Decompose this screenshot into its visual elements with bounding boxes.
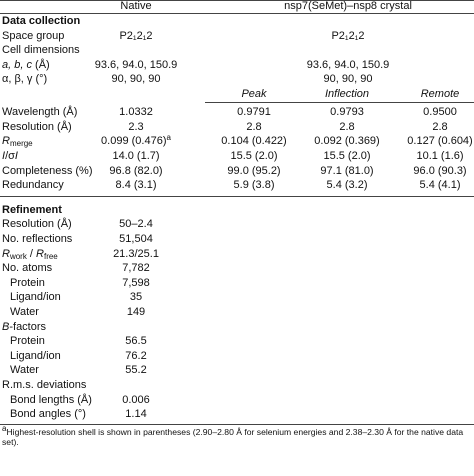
crystal-value: 0.104 (0.422)	[221, 135, 287, 148]
text-segment: (Å)	[31, 58, 50, 71]
row-label: a, b, c (Å)	[2, 58, 50, 72]
crystal-value: 97.1 (81.0)	[320, 164, 374, 177]
row-label: Protein	[10, 276, 45, 289]
crystal-value: 15.5 (2.0)	[230, 150, 278, 162]
row-label: Rwork / Rfree	[2, 247, 58, 261]
row-label: α, β, γ (°)	[2, 73, 48, 86]
native-value: 7,782	[122, 262, 150, 275]
native-value: 96.8 (82.0)	[109, 164, 163, 177]
text-segment: I	[14, 150, 18, 162]
text-segment: merge	[9, 139, 33, 149]
crystal-value: 0.9500	[423, 106, 457, 119]
section-title: Refinement	[2, 203, 62, 216]
row-label: No. reflections	[2, 233, 73, 245]
subheader: Peak	[241, 88, 267, 100]
crystal-value: P2₁2₁2	[331, 29, 365, 42]
crystal-value: 15.5 (2.0)	[323, 150, 371, 162]
crystal-value: 93.6, 94.0, 150.9	[306, 58, 390, 71]
native-value: 50–2.4	[119, 218, 153, 231]
crystal-value: 5.9 (3.8)	[233, 179, 275, 192]
native-value: 51,504	[119, 233, 153, 245]
crystal-value: 90, 90, 90	[323, 73, 373, 86]
text-segment: /σ	[5, 150, 15, 162]
rule	[205, 102, 474, 103]
native-value: 93.6, 94.0, 150.9	[94, 58, 178, 71]
text-segment: R	[2, 135, 10, 148]
crystal-value: 5.4 (4.1)	[419, 179, 461, 192]
text-segment: a, b, c	[2, 58, 32, 71]
text-segment: a	[166, 133, 171, 143]
row-label: Water	[10, 306, 39, 318]
native-value: 56.5	[125, 335, 147, 348]
native-value: 8.4 (3.1)	[115, 179, 157, 192]
subheader: Inflection	[324, 88, 370, 100]
footnote: aHighest-resolution shell is shown in pa…	[2, 423, 470, 447]
rule	[0, 0, 474, 1]
crystal-value: 10.1 (1.6)	[416, 150, 464, 162]
native-value: P2₁2₁2	[119, 29, 153, 42]
crystal-value: 0.9791	[237, 106, 271, 119]
native-value: 14.0 (1.7)	[112, 150, 160, 162]
subheader: Remote	[420, 88, 460, 100]
text-segment: R	[2, 247, 10, 260]
column-header: nsp7(SeMet)–nsp8 crystal	[284, 0, 412, 12]
row-label: Protein	[10, 335, 45, 348]
text-segment: work	[9, 251, 27, 261]
text-segment: -factors	[9, 320, 47, 333]
rule	[0, 13, 474, 14]
column-header: Native	[120, 0, 152, 12]
text-segment: I	[2, 150, 6, 162]
rule	[0, 423, 474, 425]
crystal-value: 5.4 (3.2)	[326, 179, 368, 192]
row-label: Wavelength (Å)	[2, 106, 78, 119]
crystal-value: 2.8	[432, 120, 448, 133]
crystal-value: 2.8	[339, 120, 355, 133]
native-value: 55.2	[125, 364, 147, 377]
native-value: 7,598	[122, 276, 150, 289]
row-label: Bond lengths (Å)	[10, 393, 92, 406]
rule	[0, 195, 474, 197]
row-label: Space group	[2, 29, 65, 42]
row-label: Water	[10, 364, 39, 377]
row-label: Redundancy	[2, 179, 64, 192]
text-segment: a	[2, 423, 7, 433]
text-segment: free	[43, 251, 58, 261]
native-value: 21.3/25.1	[113, 247, 159, 260]
row-label: Rmerge	[2, 134, 33, 148]
section-title: Data collection	[2, 15, 81, 27]
crystal-value: 99.0 (95.2)	[227, 164, 281, 177]
row-label: I/σI	[2, 149, 18, 163]
native-value: 1.14	[125, 408, 147, 421]
row-label: Resolution (Å)	[2, 218, 72, 231]
native-value: 1.0332	[119, 106, 153, 119]
native-value: 90, 90, 90	[111, 73, 161, 86]
row-label: B-factors	[2, 320, 46, 334]
row-label: Cell dimensions	[2, 44, 80, 57]
row-label: Ligand/ion	[10, 349, 61, 362]
native-value: 2.3	[128, 120, 144, 133]
crystal-value: 0.092 (0.369)	[314, 135, 380, 148]
crystal-value: 0.9793	[330, 106, 364, 119]
native-value: 76.2	[125, 349, 147, 362]
text-segment: B	[2, 320, 10, 333]
crystal-value: 0.127 (0.604)	[407, 135, 473, 148]
crystal-value: 96.0 (90.3)	[413, 164, 467, 177]
native-value: 0.006	[122, 393, 150, 406]
row-label: Bond angles (°)	[10, 408, 86, 421]
native-value: 0.099 (0.476)a	[101, 134, 171, 148]
text-segment: Highest-resolution shell is shown in par…	[2, 426, 464, 447]
row-label: Ligand/ion	[10, 291, 61, 304]
native-value: 149	[126, 306, 146, 318]
crystal-value: 2.8	[246, 120, 262, 133]
native-value: 35	[129, 291, 143, 304]
row-label: Resolution (Å)	[2, 120, 72, 133]
row-label: R.m.s. deviations	[2, 379, 87, 391]
text-segment: /	[26, 247, 37, 260]
text-segment: R	[36, 247, 44, 260]
text-segment: 0.099 (0.476)	[101, 135, 167, 148]
row-label: Completeness (%)	[2, 164, 93, 177]
row-label: No. atoms	[2, 262, 53, 275]
